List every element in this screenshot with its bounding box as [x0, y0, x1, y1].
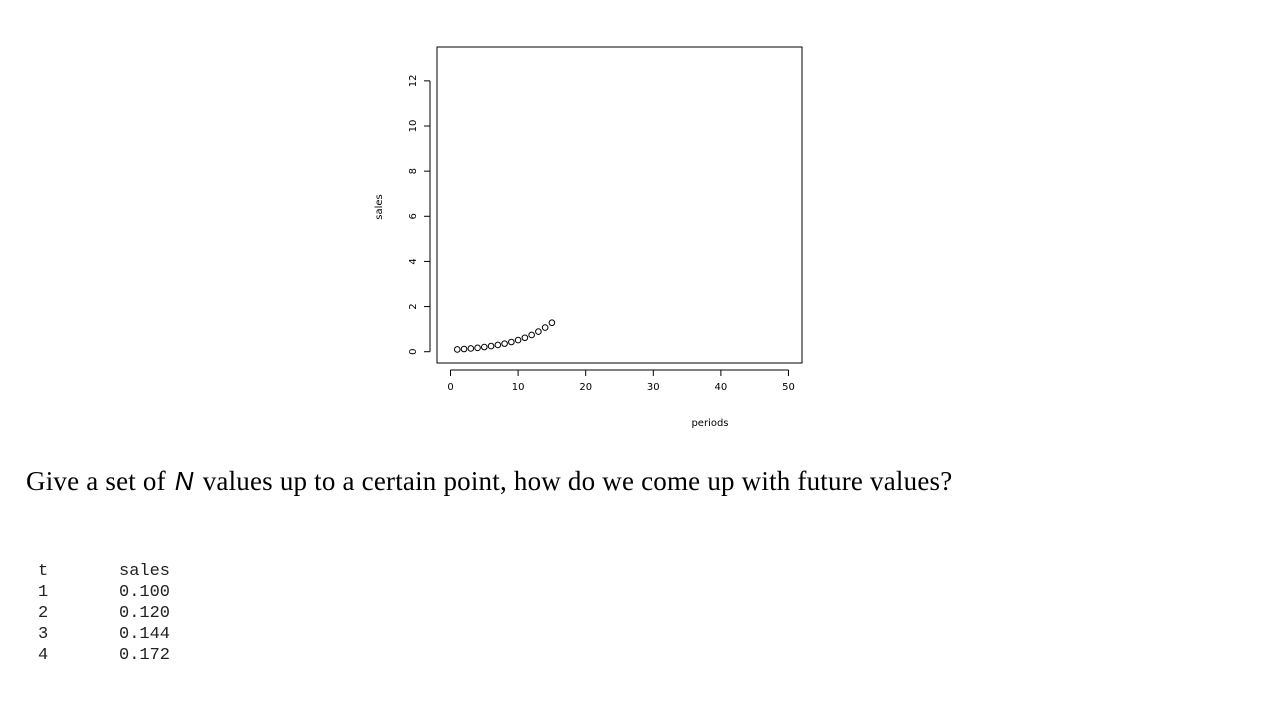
x-tick-label: 0	[447, 382, 453, 393]
x-tick-label: 20	[579, 382, 592, 393]
data-point	[453, 346, 461, 353]
data-table: t sales 1 0.100 2 0.120 3 0.144 4 0.172	[38, 561, 170, 666]
table-row: 1 0.100	[38, 582, 170, 603]
y-tick-label: 0	[408, 349, 419, 355]
y-tick-label: 6	[408, 213, 419, 219]
y-axis-label: sales	[374, 194, 385, 219]
x-axis: 0 10 20 30 40 50	[447, 369, 795, 393]
data-point	[514, 336, 522, 344]
y-tick-label: 8	[408, 168, 419, 174]
y-tick-label: 10	[408, 120, 419, 133]
table-cell-sales: 0.144	[119, 625, 171, 644]
table-header-sales: sales	[119, 562, 171, 581]
table-cell-t: 2	[38, 604, 49, 623]
x-tick-label: 10	[512, 382, 525, 393]
table-header-t: t	[38, 562, 49, 581]
table-body: 1 0.100 2 0.120 3 0.144 4 0.172	[38, 582, 170, 666]
y-tick-label: 4	[408, 258, 419, 264]
question-before: Give a set of	[26, 466, 166, 496]
scatter-chart: 0 10 20 30 40 50 0 2 4 6 8 10 12 periods sales	[374, 46, 803, 429]
table-header-row: t sales	[38, 561, 170, 582]
table-row: 3 0.144	[38, 624, 170, 645]
table-cell-sales: 0.100	[119, 583, 171, 602]
question-variable: N	[174, 466, 194, 496]
table-cell-t: 3	[38, 625, 49, 644]
x-tick-label: 40	[715, 382, 728, 393]
data-point	[528, 331, 535, 339]
data-point	[474, 344, 481, 352]
x-axis-label: periods	[691, 418, 728, 429]
question-after: values up to a certain point, how do we …	[202, 466, 953, 496]
plot-frame	[436, 46, 803, 364]
data-point	[508, 338, 515, 346]
data-point	[494, 341, 502, 349]
x-tick-label: 30	[647, 382, 660, 393]
data-point	[481, 343, 488, 351]
x-tick-label: 50	[782, 382, 795, 393]
table-row: 4 0.172	[38, 645, 170, 666]
data-point	[521, 334, 529, 342]
data-point	[548, 319, 556, 327]
data-points	[453, 319, 556, 353]
y-tick-label: 12	[408, 74, 419, 87]
y-tick-label: 2	[408, 303, 419, 309]
data-point	[460, 345, 468, 353]
table-cell-t: 1	[38, 583, 49, 602]
data-point	[467, 345, 475, 352]
table-cell-sales: 0.172	[119, 646, 171, 665]
table-row: 2 0.120	[38, 603, 170, 624]
y-axis: 0 2 4 6 8 10 12	[408, 74, 431, 355]
data-point	[541, 324, 549, 331]
table-cell-t: 4	[38, 646, 49, 665]
table-cell-sales: 0.120	[119, 604, 171, 623]
data-point	[487, 342, 495, 350]
question-text: Give a set of N values up to a certain p…	[26, 466, 952, 497]
data-point	[501, 340, 508, 347]
data-point	[535, 328, 542, 335]
